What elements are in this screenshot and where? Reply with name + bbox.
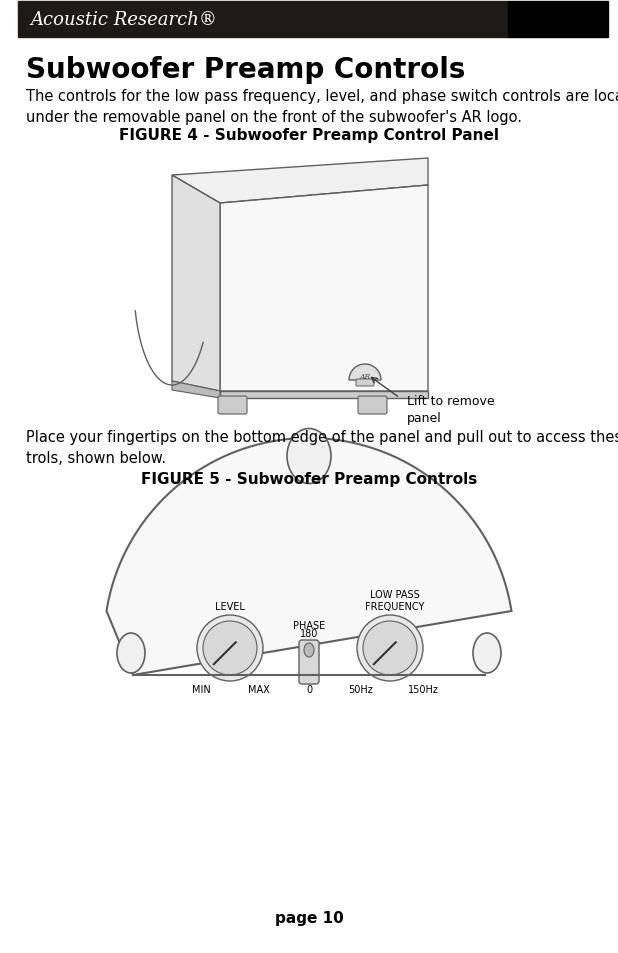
Text: page 10: page 10 bbox=[274, 910, 344, 925]
Ellipse shape bbox=[473, 634, 501, 673]
Circle shape bbox=[203, 621, 257, 676]
Circle shape bbox=[357, 616, 423, 681]
Text: 50Hz: 50Hz bbox=[349, 684, 373, 695]
Text: Subwoofer Preamp Controls: Subwoofer Preamp Controls bbox=[26, 56, 465, 84]
Polygon shape bbox=[172, 159, 428, 204]
Bar bbox=[508, 2, 608, 38]
Circle shape bbox=[197, 616, 263, 681]
FancyBboxPatch shape bbox=[218, 396, 247, 415]
Polygon shape bbox=[220, 186, 428, 392]
Text: The controls for the low pass frequency, level, and phase switch controls are lo: The controls for the low pass frequency,… bbox=[26, 89, 618, 125]
FancyBboxPatch shape bbox=[358, 396, 387, 415]
Text: PHASE: PHASE bbox=[293, 620, 325, 630]
Polygon shape bbox=[172, 175, 220, 392]
Polygon shape bbox=[220, 392, 428, 398]
Polygon shape bbox=[172, 381, 220, 398]
Text: MAX: MAX bbox=[248, 684, 270, 695]
Ellipse shape bbox=[287, 429, 331, 484]
Text: Acoustic Research®: Acoustic Research® bbox=[30, 11, 217, 29]
Bar bbox=[18, 2, 508, 38]
Text: FIGURE 4 - Subwoofer Preamp Control Panel: FIGURE 4 - Subwoofer Preamp Control Pane… bbox=[119, 128, 499, 143]
Ellipse shape bbox=[117, 634, 145, 673]
FancyBboxPatch shape bbox=[356, 379, 374, 387]
FancyBboxPatch shape bbox=[299, 640, 319, 684]
Text: Lift to remove
panel: Lift to remove panel bbox=[407, 395, 494, 424]
Circle shape bbox=[363, 621, 417, 676]
Text: 180: 180 bbox=[300, 628, 318, 639]
Text: 150Hz: 150Hz bbox=[407, 684, 438, 695]
Ellipse shape bbox=[304, 643, 314, 658]
Text: Place your fingertips on the bottom edge of the panel and pull out to access the: Place your fingertips on the bottom edge… bbox=[26, 430, 618, 465]
Text: LEVEL: LEVEL bbox=[215, 601, 245, 612]
Polygon shape bbox=[106, 438, 512, 676]
Text: AR: AR bbox=[360, 373, 371, 380]
Text: LOW PASS
FREQUENCY: LOW PASS FREQUENCY bbox=[365, 589, 425, 612]
Text: MIN: MIN bbox=[192, 684, 210, 695]
Text: 0: 0 bbox=[306, 684, 312, 695]
Wedge shape bbox=[349, 365, 381, 380]
Text: FIGURE 5 - Subwoofer Preamp Controls: FIGURE 5 - Subwoofer Preamp Controls bbox=[141, 472, 477, 486]
